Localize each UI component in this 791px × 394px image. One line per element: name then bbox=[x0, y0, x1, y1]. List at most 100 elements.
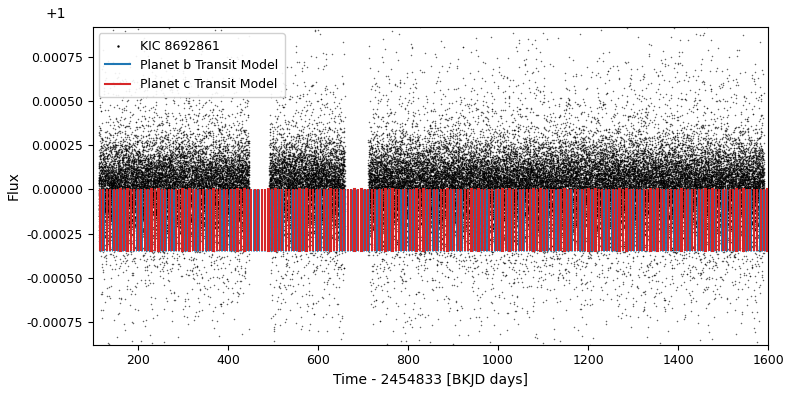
Point bbox=[460, 143, 472, 150]
Point bbox=[289, 160, 301, 166]
Point bbox=[593, 160, 606, 166]
Point bbox=[183, 182, 195, 189]
Point bbox=[93, 161, 106, 167]
Point bbox=[554, 152, 566, 158]
Point bbox=[744, 141, 757, 147]
Point bbox=[147, 165, 160, 172]
Point bbox=[668, 184, 681, 191]
Point bbox=[128, 194, 141, 201]
Point bbox=[724, 219, 736, 225]
Point bbox=[426, 195, 438, 201]
Point bbox=[202, 156, 215, 162]
Point bbox=[321, 188, 334, 194]
Point bbox=[406, 157, 418, 163]
Point bbox=[278, 153, 290, 160]
Point bbox=[712, 160, 725, 166]
Point bbox=[460, 211, 473, 217]
Point bbox=[758, 140, 770, 147]
Point bbox=[572, 187, 585, 193]
Point bbox=[173, 263, 186, 269]
Point bbox=[389, 191, 402, 197]
Point bbox=[99, 152, 112, 159]
Point bbox=[470, 197, 483, 203]
Point bbox=[110, 218, 123, 225]
Point bbox=[119, 203, 131, 209]
Point bbox=[485, 182, 498, 188]
Point bbox=[220, 129, 233, 135]
Point bbox=[665, 227, 678, 234]
Point bbox=[503, 157, 516, 163]
Point bbox=[656, 253, 668, 259]
Point bbox=[243, 190, 255, 196]
Point bbox=[151, 189, 164, 195]
Point bbox=[413, 172, 426, 178]
Point bbox=[621, 188, 634, 195]
Point bbox=[154, 203, 167, 209]
Point bbox=[322, 170, 335, 176]
Point bbox=[727, 184, 740, 191]
Point bbox=[501, 160, 513, 166]
Point bbox=[645, 164, 657, 170]
Point bbox=[457, 214, 470, 220]
Point bbox=[687, 184, 699, 190]
Point bbox=[411, 200, 424, 206]
Point bbox=[712, 174, 725, 180]
Point bbox=[414, 190, 427, 197]
Point bbox=[520, 56, 532, 63]
Point bbox=[723, 168, 736, 175]
Point bbox=[482, 221, 494, 228]
Point bbox=[147, 216, 160, 222]
Point bbox=[720, 227, 732, 233]
Point bbox=[227, 175, 240, 182]
Point bbox=[755, 255, 767, 261]
Point bbox=[563, 181, 576, 187]
Point bbox=[615, 181, 628, 188]
Point bbox=[616, 225, 629, 231]
Point bbox=[113, 162, 126, 168]
Point bbox=[176, 241, 188, 247]
Point bbox=[312, 169, 324, 176]
Point bbox=[697, 78, 710, 84]
Point bbox=[599, 195, 611, 201]
Point bbox=[186, 199, 199, 205]
Point bbox=[576, 313, 589, 320]
Point bbox=[238, 177, 251, 184]
Point bbox=[311, 236, 324, 242]
Point bbox=[127, 160, 139, 166]
Point bbox=[748, 190, 761, 196]
Point bbox=[393, 158, 406, 164]
Point bbox=[746, 202, 759, 208]
Point bbox=[414, 184, 427, 191]
Point bbox=[299, 140, 312, 147]
Point bbox=[153, 155, 165, 161]
Point bbox=[176, 164, 189, 171]
Point bbox=[243, 162, 255, 169]
Point bbox=[705, 204, 717, 210]
Point bbox=[97, 178, 109, 184]
Point bbox=[116, 162, 129, 168]
Point bbox=[625, 140, 638, 146]
Point bbox=[209, 191, 221, 198]
Point bbox=[161, 202, 173, 208]
Point bbox=[147, 156, 160, 163]
Point bbox=[615, 192, 627, 198]
Point bbox=[429, 191, 441, 197]
Point bbox=[638, 144, 651, 151]
Point bbox=[452, 182, 465, 188]
Point bbox=[682, 225, 694, 231]
Point bbox=[734, 199, 747, 206]
Point bbox=[94, 125, 107, 131]
Point bbox=[186, 221, 199, 228]
Point bbox=[191, 187, 204, 193]
Point bbox=[703, 178, 716, 185]
Point bbox=[285, 231, 297, 237]
Point bbox=[440, 187, 452, 193]
Point bbox=[320, 192, 333, 198]
Point bbox=[723, 179, 736, 186]
Point bbox=[142, 192, 154, 198]
Point bbox=[229, 203, 242, 210]
Point bbox=[755, 163, 767, 169]
Point bbox=[740, 159, 753, 165]
Point bbox=[334, 163, 346, 169]
Point bbox=[444, 188, 456, 194]
